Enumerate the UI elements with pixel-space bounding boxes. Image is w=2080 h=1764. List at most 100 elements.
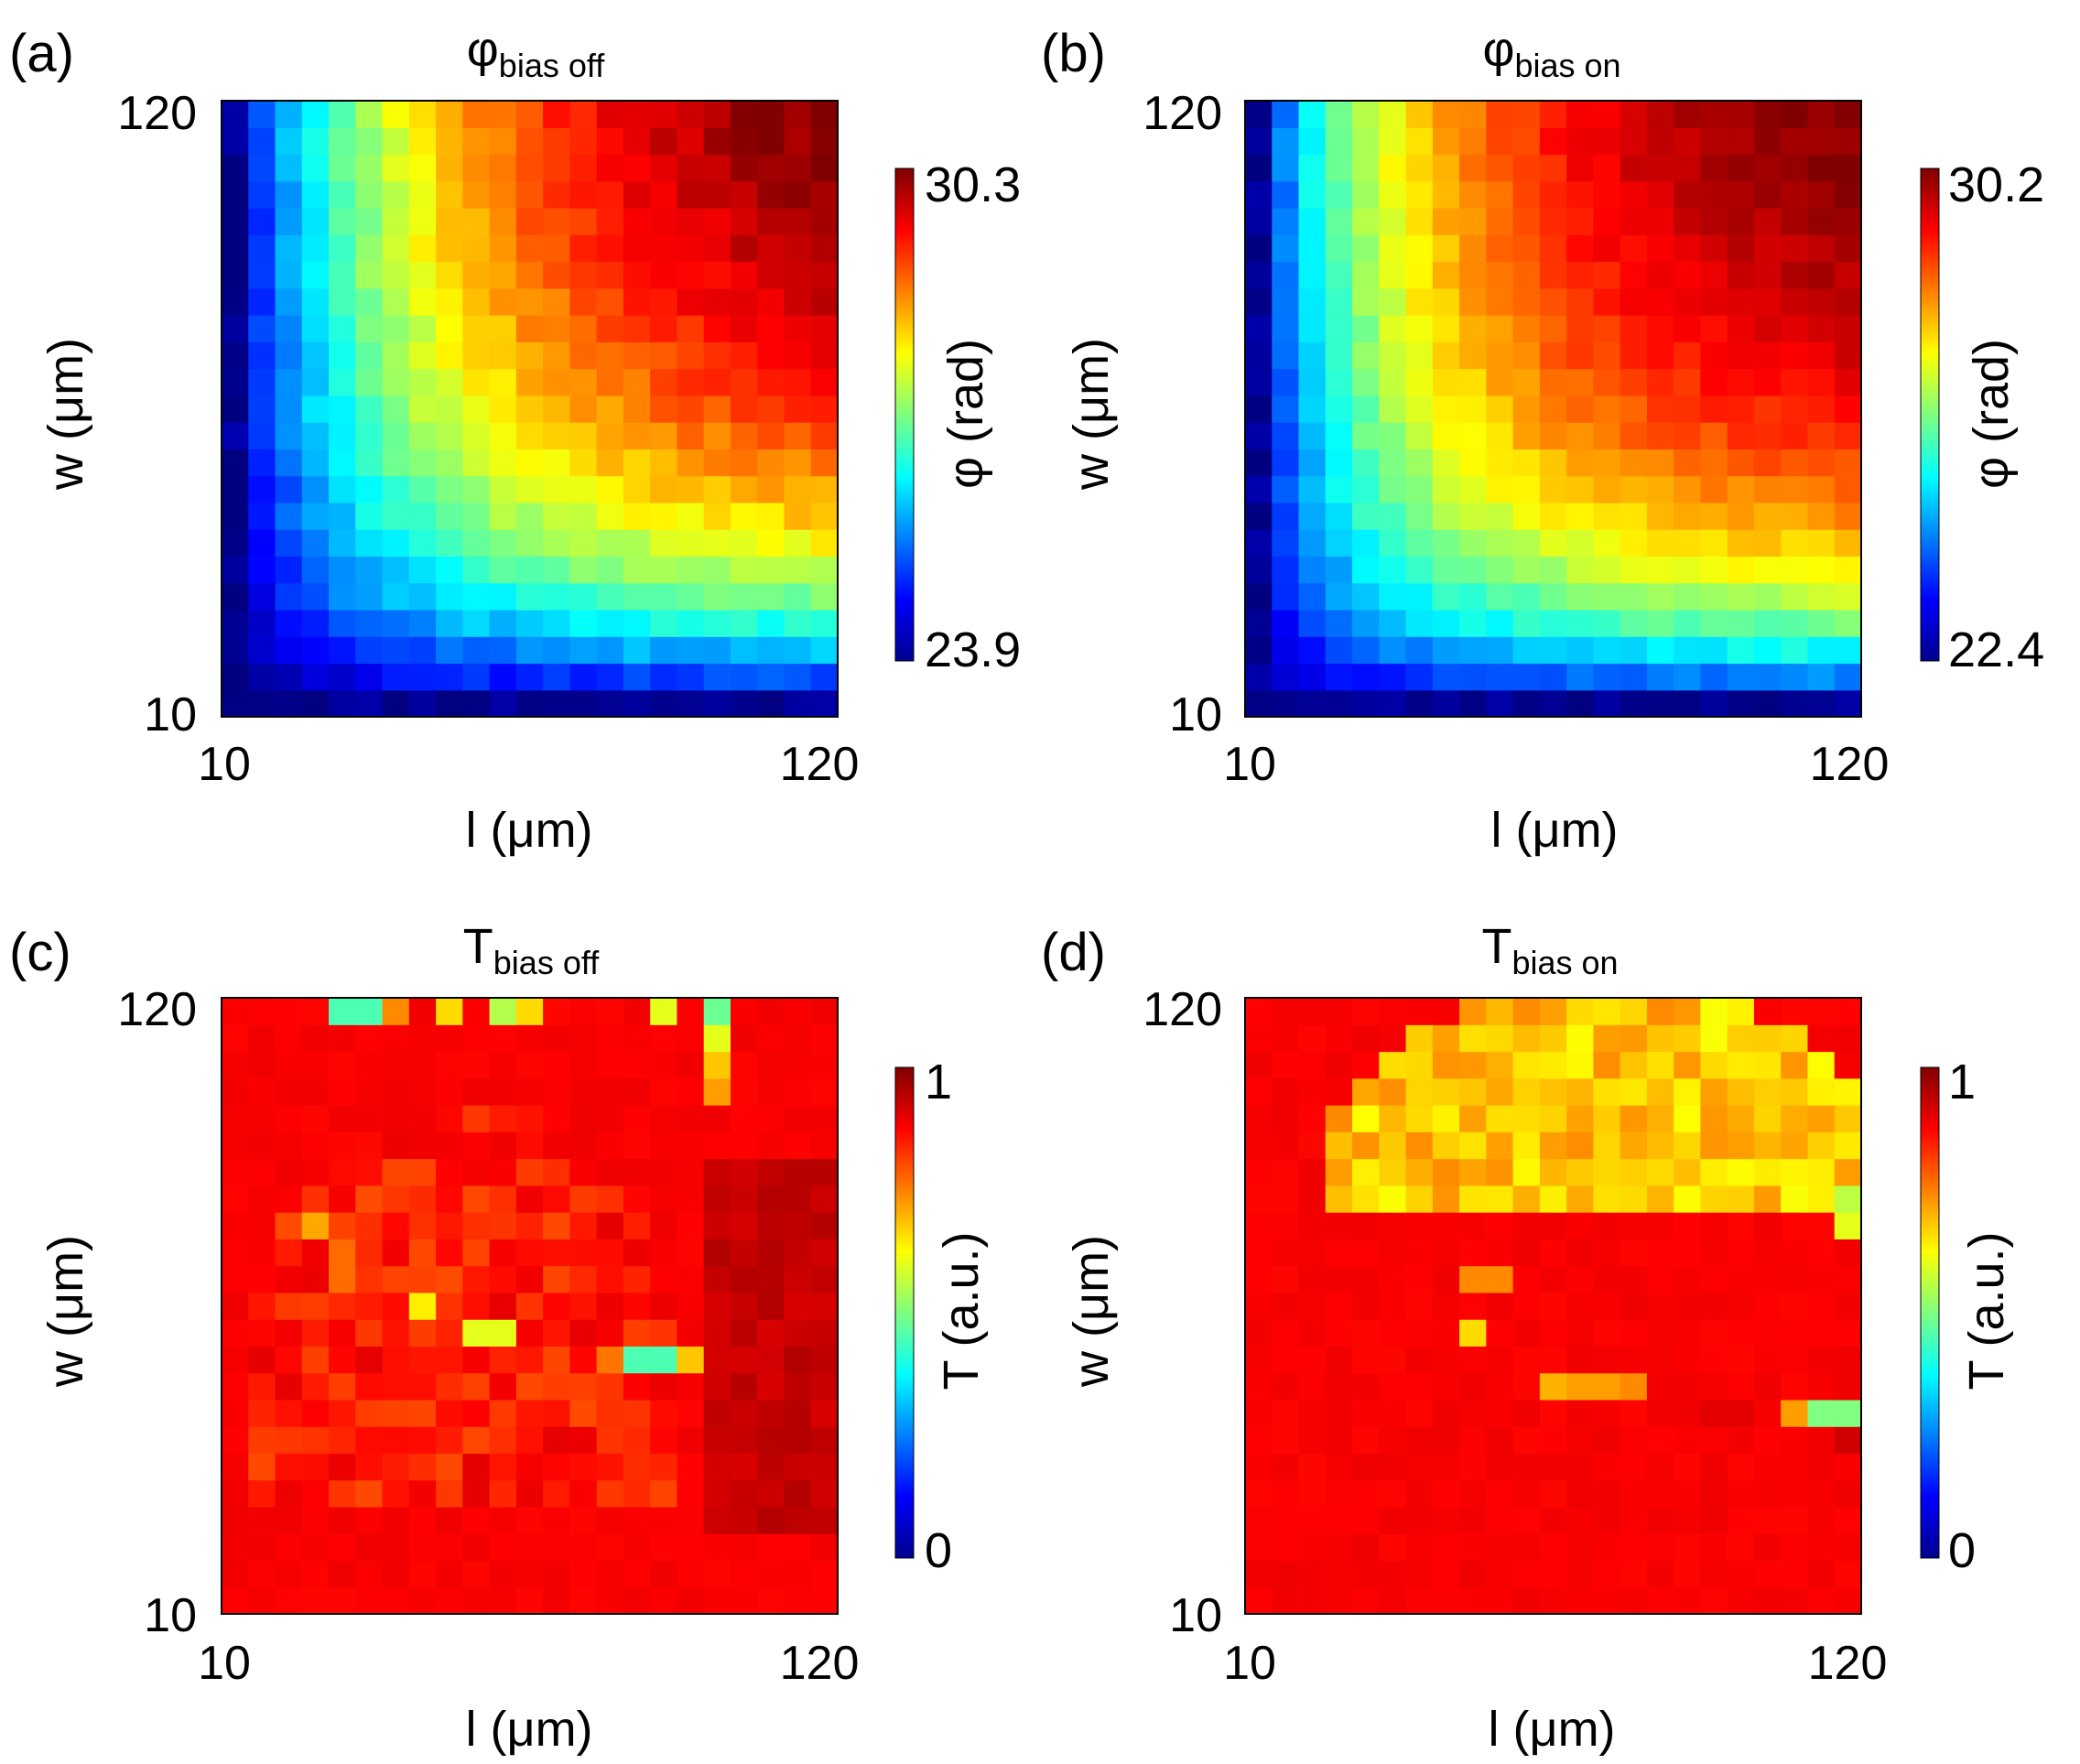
heatmap-cell bbox=[1298, 1158, 1327, 1186]
heatmap-cell bbox=[569, 1426, 598, 1455]
heatmap-cell bbox=[489, 1131, 517, 1160]
heatmap-cell bbox=[462, 663, 491, 691]
heatmap-cell bbox=[1781, 1292, 1809, 1320]
heatmap-cell bbox=[677, 1077, 705, 1106]
heatmap-cell bbox=[1486, 449, 1514, 477]
heatmap-cell bbox=[1459, 1158, 1487, 1186]
heatmap-cell bbox=[1432, 502, 1460, 530]
heatmap-cell bbox=[810, 1158, 839, 1186]
heatmap-cell bbox=[222, 315, 249, 342]
heatmap-cell bbox=[1379, 341, 1407, 370]
heatmap-cell bbox=[1486, 1346, 1514, 1374]
heatmap-cell bbox=[1432, 261, 1460, 289]
heatmap-cell bbox=[1539, 1453, 1567, 1481]
heatmap-cell bbox=[1272, 341, 1300, 370]
heatmap-cell bbox=[1405, 556, 1434, 584]
heatmap-cell bbox=[757, 475, 785, 503]
heatmap-cell bbox=[382, 449, 410, 477]
heatmap-cell bbox=[650, 1346, 678, 1374]
heatmap-cell bbox=[329, 180, 356, 209]
heatmap-cell bbox=[489, 180, 517, 209]
heatmap-cell bbox=[275, 180, 303, 209]
heatmap-cell bbox=[730, 1426, 758, 1455]
heatmap-cell bbox=[1566, 1506, 1594, 1534]
heatmap-cell bbox=[408, 1077, 437, 1106]
heatmap-cell bbox=[1432, 154, 1460, 182]
heatmap-cell bbox=[301, 556, 330, 584]
heatmap-cell bbox=[677, 1131, 705, 1160]
heatmap-cell bbox=[623, 1077, 651, 1106]
heatmap-cell bbox=[1807, 663, 1836, 691]
heatmap-cell bbox=[1486, 127, 1514, 156]
heatmap-cell bbox=[1566, 1265, 1594, 1293]
heatmap-cell bbox=[1727, 395, 1755, 423]
heatmap-cell bbox=[569, 998, 598, 1025]
x-tick-label: 10 bbox=[1223, 738, 1276, 791]
heatmap-cell bbox=[1781, 180, 1809, 209]
heatmap-cell bbox=[1674, 1399, 1702, 1427]
heatmap-cell bbox=[543, 689, 570, 718]
heatmap-cell bbox=[1566, 556, 1594, 584]
heatmap-cell bbox=[1834, 1453, 1862, 1481]
heatmap-cell bbox=[1272, 1453, 1300, 1481]
heatmap-cell bbox=[301, 101, 330, 128]
heatmap-cell bbox=[301, 1131, 330, 1160]
heatmap-cell bbox=[1272, 502, 1300, 530]
heatmap-cell bbox=[355, 1372, 384, 1401]
heatmap-cell bbox=[1539, 1560, 1567, 1588]
heatmap-cell bbox=[436, 368, 463, 396]
heatmap-cell bbox=[650, 1212, 678, 1239]
heatmap-cell bbox=[275, 1292, 303, 1320]
heatmap-cell bbox=[1512, 180, 1541, 209]
heatmap-cell bbox=[275, 582, 303, 611]
heatmap-cell bbox=[301, 1292, 330, 1320]
heatmap-cell bbox=[623, 1051, 651, 1079]
heatmap-cell bbox=[650, 1292, 678, 1320]
heatmap-cell bbox=[1674, 315, 1702, 342]
heatmap-cell bbox=[730, 1105, 758, 1132]
heatmap-cell bbox=[1674, 1077, 1702, 1106]
heatmap-cell bbox=[1298, 208, 1327, 235]
heatmap-cell bbox=[1727, 1051, 1755, 1079]
heatmap-cell bbox=[1405, 1105, 1434, 1132]
heatmap-cell bbox=[248, 368, 276, 396]
heatmap-cell bbox=[1272, 1533, 1300, 1562]
heatmap-cell bbox=[408, 1453, 437, 1481]
heatmap-cell bbox=[462, 1479, 491, 1508]
heatmap-cell bbox=[1405, 998, 1434, 1025]
heatmap-cell bbox=[703, 1158, 731, 1186]
panel-title-main: T bbox=[463, 919, 493, 974]
heatmap-cell bbox=[1432, 1479, 1460, 1508]
heatmap-cell bbox=[248, 315, 276, 342]
heatmap-cell bbox=[1432, 208, 1460, 235]
heatmap-cell bbox=[1379, 1292, 1407, 1320]
heatmap-cell bbox=[1753, 1265, 1782, 1293]
heatmap-cell bbox=[489, 395, 517, 423]
heatmap-cell bbox=[1432, 1239, 1460, 1267]
heatmap-cell bbox=[436, 315, 463, 342]
heatmap-cell bbox=[248, 1158, 276, 1186]
panel-label: (a) bbox=[9, 24, 74, 83]
heatmap-cell bbox=[1593, 1158, 1621, 1186]
heatmap-cell bbox=[1352, 998, 1380, 1025]
heatmap-cell bbox=[1566, 689, 1594, 718]
heatmap-cell bbox=[1352, 422, 1380, 449]
heatmap-cell bbox=[1405, 689, 1434, 718]
heatmap-cell bbox=[1753, 556, 1782, 584]
heatmap-cell bbox=[1781, 1346, 1809, 1374]
heatmap-cell bbox=[515, 368, 544, 396]
heatmap-cell bbox=[382, 208, 410, 235]
heatmap-cell bbox=[569, 1077, 598, 1106]
heatmap-cell bbox=[1539, 234, 1567, 263]
heatmap-cell bbox=[275, 208, 303, 235]
heatmap-cell bbox=[408, 208, 437, 235]
heatmap-cell bbox=[515, 101, 544, 128]
plot-frame bbox=[221, 997, 839, 1615]
heatmap-cell bbox=[1674, 1453, 1702, 1481]
heatmap-cell bbox=[810, 261, 839, 289]
heatmap-cell bbox=[1700, 475, 1728, 503]
heatmap-cell bbox=[1781, 1399, 1809, 1427]
heatmap-cell bbox=[543, 1453, 570, 1481]
heatmap-cell bbox=[1352, 234, 1380, 263]
heatmap-cell bbox=[543, 1426, 570, 1455]
